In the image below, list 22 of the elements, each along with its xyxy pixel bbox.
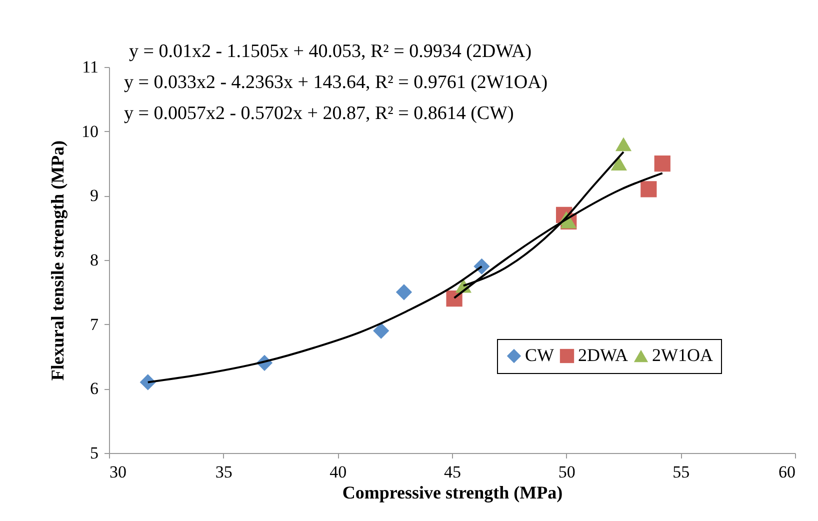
y-tick-label: 7	[90, 314, 99, 334]
text: y = 0.01x2 - 1.1505x + 40.053, R² = 0.9934 (2DWA)	[129, 41, 532, 62]
x-tick-label: 45	[444, 462, 461, 482]
x-tick-label: 60	[778, 462, 796, 482]
x-axis-title: Compressive strength (MPa)	[342, 482, 563, 502]
y-tick-label: 8	[90, 250, 98, 270]
y-tick-label: 5	[90, 444, 98, 462]
x-tick-label: 30	[110, 462, 126, 482]
x-tick-label: 50	[558, 462, 576, 482]
y-tick-label: 10	[82, 122, 98, 141]
y-axis-title: Flexural tensile strength (MPa)	[48, 140, 68, 381]
y-tick-label: 6	[90, 379, 98, 398]
legend-label: CW	[525, 345, 554, 365]
annotation: y = 0.033x2 - 4.2363x + 143.64, R² = 0.9761 (2W1OA)	[124, 72, 548, 93]
legend-label: 2W1OA	[652, 345, 713, 365]
y-tick-label: 9	[90, 186, 98, 206]
x-tick-label: 40	[330, 462, 347, 482]
x-tick-label: 55	[672, 462, 690, 482]
annotation: y = 0.0057x2 - 0.5702x + 20.87, R² = 0.8614 (CW)	[124, 103, 514, 124]
legend-label: 2DWA	[578, 345, 628, 365]
y-tick-label: 11	[82, 58, 98, 76]
x-tick-label: 35	[215, 462, 232, 482]
